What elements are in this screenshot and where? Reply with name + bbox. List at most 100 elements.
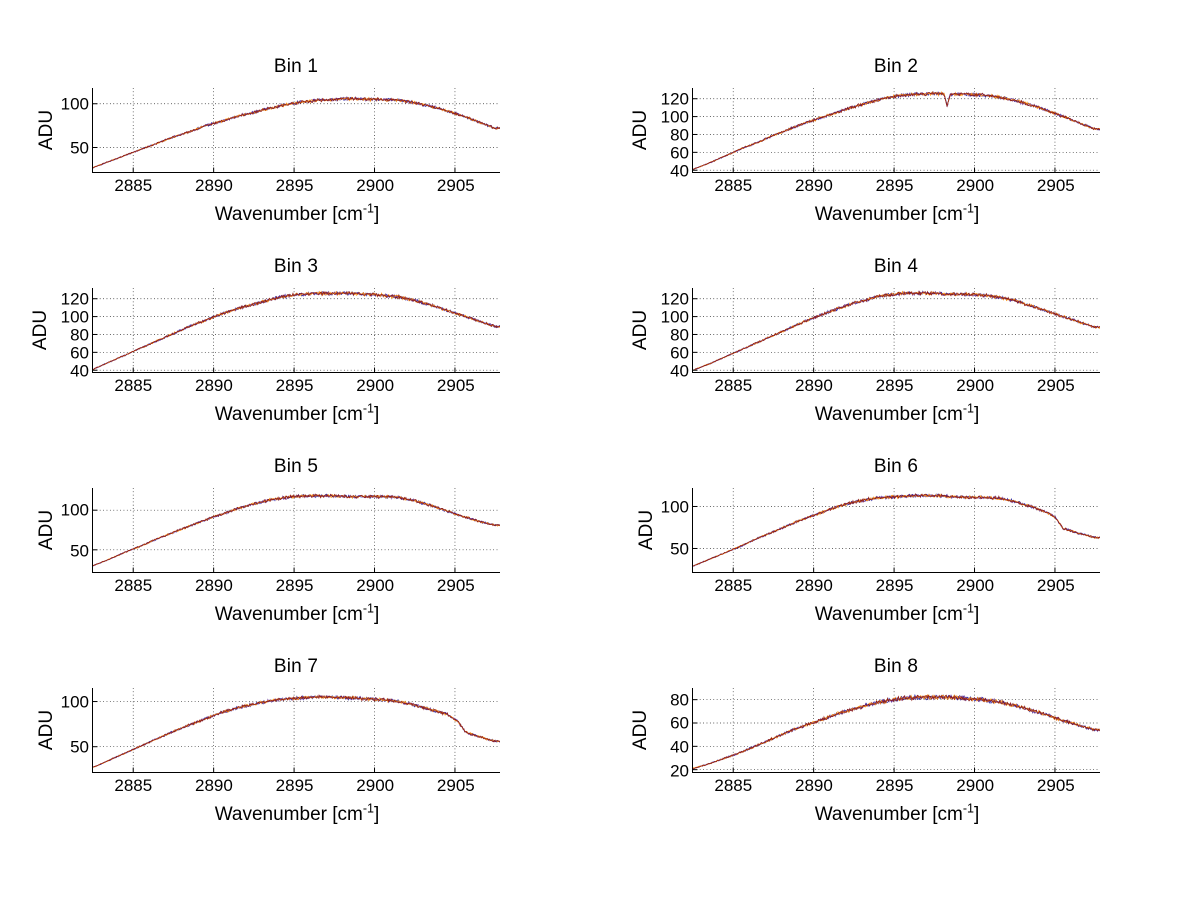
x-axis-label-bracket: ] — [374, 604, 380, 625]
grid-lines — [93, 488, 500, 572]
x-axis-label: Wavenumber [cm-1] — [93, 801, 501, 826]
x-axis-tick-label: 2885 — [114, 576, 153, 595]
x-axis-label: Wavenumber [cm-1] — [693, 201, 1101, 226]
y-axis-tick-label: 40 — [70, 361, 89, 381]
x-axis-label-exponent: -1 — [962, 201, 975, 216]
y-axis-tick-label: 50 — [70, 138, 89, 158]
y-axis-tick-label: 40 — [670, 361, 689, 381]
subplot-panel: Bin 5 50 100 2885 2890 2895 2900 2905 ADU Wavenum… — [0, 448, 600, 648]
x-axis-label-exponent: -1 — [362, 801, 375, 816]
y-axis-tick-label: 80 — [670, 325, 689, 345]
x-axis-label: Wavenumber [cm-1] — [93, 602, 501, 626]
y-axis-tick-label: 20 — [670, 761, 689, 781]
plot-area — [693, 88, 1100, 172]
spectrum-trace — [93, 495, 500, 566]
spectrum-trace — [693, 695, 1100, 769]
x-axis-label-bracket: ] — [374, 804, 380, 825]
subplot-panel: Bin 7 50 100 2885 2890 2895 2900 2905 ADU Wavenum… — [0, 648, 600, 848]
y-axis-label: ADU — [36, 109, 57, 151]
x-axis-label-bracket: ] — [974, 204, 980, 225]
x-axis-label-exponent: -1 — [362, 401, 375, 416]
x-axis-label: Wavenumber [cm-1] — [693, 601, 1101, 626]
x-axis-label-exponent: -1 — [362, 201, 375, 216]
y-axis-label: ADU — [30, 309, 51, 351]
x-axis-label-text: Wavenumber [cm — [814, 404, 963, 425]
x-axis-tick-label: 2890 — [195, 176, 233, 195]
x-axis-label-text: Wavenumber [cm — [814, 604, 963, 625]
y-axis-tick-label: 60 — [70, 343, 89, 363]
y-axis-tick-label: 100 — [60, 94, 89, 114]
spectrum-trace — [693, 291, 1100, 370]
x-axis-tick-label: 2890 — [795, 176, 833, 195]
x-axis-label-text: Wavenumber [cm — [214, 804, 363, 825]
x-axis-tick-label: 2890 — [795, 776, 833, 795]
x-axis-label-exponent: -1 — [962, 601, 975, 616]
x-axis-label-bracket: ] — [974, 804, 980, 825]
spectrum-trace — [693, 494, 1100, 566]
x-axis-tick-label: 2895 — [875, 176, 914, 195]
x-axis-label-exponent: -1 — [962, 401, 975, 416]
y-axis-label: ADU — [630, 709, 651, 751]
x-axis-tick-label: 2905 — [436, 376, 475, 395]
x-axis-tick-label: 2885 — [714, 376, 753, 395]
y-axis-tick-label: 60 — [670, 343, 689, 363]
x-axis-tick-label: 2885 — [714, 776, 753, 795]
y-axis-tick-label: 40 — [670, 737, 689, 757]
grid-lines — [693, 288, 1100, 372]
x-axis-label-bracket: ] — [974, 604, 980, 625]
panel-title: Bin 8 — [873, 656, 919, 677]
y-axis-tick-label: 50 — [70, 737, 89, 757]
plot-axes: 50 100 2885 2890 2895 2900 2905 ADU Wavenumber [… — [36, 88, 500, 225]
y-axis-label: ADU — [630, 109, 651, 151]
plot-axes: 50 100 2885 2890 2895 2900 2905 ADU Wavenumber [… — [636, 488, 1100, 625]
x-axis-label: Wavenumber [cm-1] — [693, 401, 1101, 426]
y-axis-label: ADU — [36, 709, 57, 751]
x-axis-tick-label: 2895 — [875, 576, 914, 595]
x-axis-tick-label: 2900 — [956, 176, 995, 195]
spectrum-trace — [693, 92, 1100, 169]
plot-axes: 20 40 60 80 2885 2890 2895 2900 2905 ADU Wavenumbe… — [630, 688, 1100, 825]
y-axis-tick-label: 40 — [670, 161, 689, 181]
x-axis-tick-label: 2905 — [1036, 576, 1075, 595]
x-axis-label-text: Wavenumber [cm — [214, 404, 363, 425]
spectrum-trace — [93, 494, 500, 566]
spectrum-trace — [693, 92, 1100, 170]
plot-area — [93, 288, 500, 372]
x-axis-tick-label: 2890 — [195, 376, 233, 395]
y-axis-tick-label: 100 — [660, 307, 689, 327]
plot-axes: 40 60 80 100 120 2885 2890 2895 2900 2905 ADU Waven… — [630, 288, 1100, 425]
x-axis-tick-label: 2900 — [956, 776, 995, 795]
x-axis-tick-label: 2885 — [114, 376, 153, 395]
y-axis-tick-label: 80 — [670, 125, 689, 145]
spectrum-trace — [693, 292, 1100, 371]
panel-title: Bin 1 — [273, 56, 319, 77]
x-axis-tick-label: 2895 — [875, 776, 914, 795]
x-axis-tick-label: 2905 — [436, 176, 475, 195]
x-axis-tick-label: 2895 — [275, 576, 314, 595]
x-axis-tick-label: 2890 — [195, 776, 233, 795]
plot-axes: 50 100 2885 2890 2895 2900 2905 ADU Wavenumber [… — [36, 688, 500, 825]
x-axis-tick-label: 2895 — [275, 376, 314, 395]
spectrum-trace — [93, 695, 500, 767]
spectrum-trace — [693, 494, 1100, 566]
x-axis-tick-label: 2890 — [795, 376, 833, 395]
plot-area — [693, 688, 1100, 772]
x-axis-tick-label: 2885 — [114, 176, 153, 195]
y-axis-tick-label: 120 — [60, 289, 89, 309]
x-axis-tick-label: 2900 — [356, 376, 395, 395]
panel-title: Bin 6 — [873, 456, 919, 477]
y-axis-tick-label: 60 — [670, 713, 689, 733]
grid-lines — [693, 488, 1100, 572]
spectrum-trace — [693, 695, 1100, 769]
grid-lines — [93, 88, 500, 172]
x-axis-tick-label: 2890 — [195, 576, 233, 595]
spectrum-trace — [693, 494, 1100, 566]
spectrum-trace — [693, 494, 1100, 566]
spectrum-trace — [693, 695, 1100, 768]
y-axis-tick-label: 120 — [660, 89, 689, 109]
plot-area — [693, 288, 1100, 372]
panel-title: Bin 3 — [273, 256, 319, 277]
x-axis-tick-label: 2885 — [714, 576, 753, 595]
spectrum-trace — [93, 292, 500, 370]
x-axis-label-text: Wavenumber [cm — [214, 204, 363, 225]
